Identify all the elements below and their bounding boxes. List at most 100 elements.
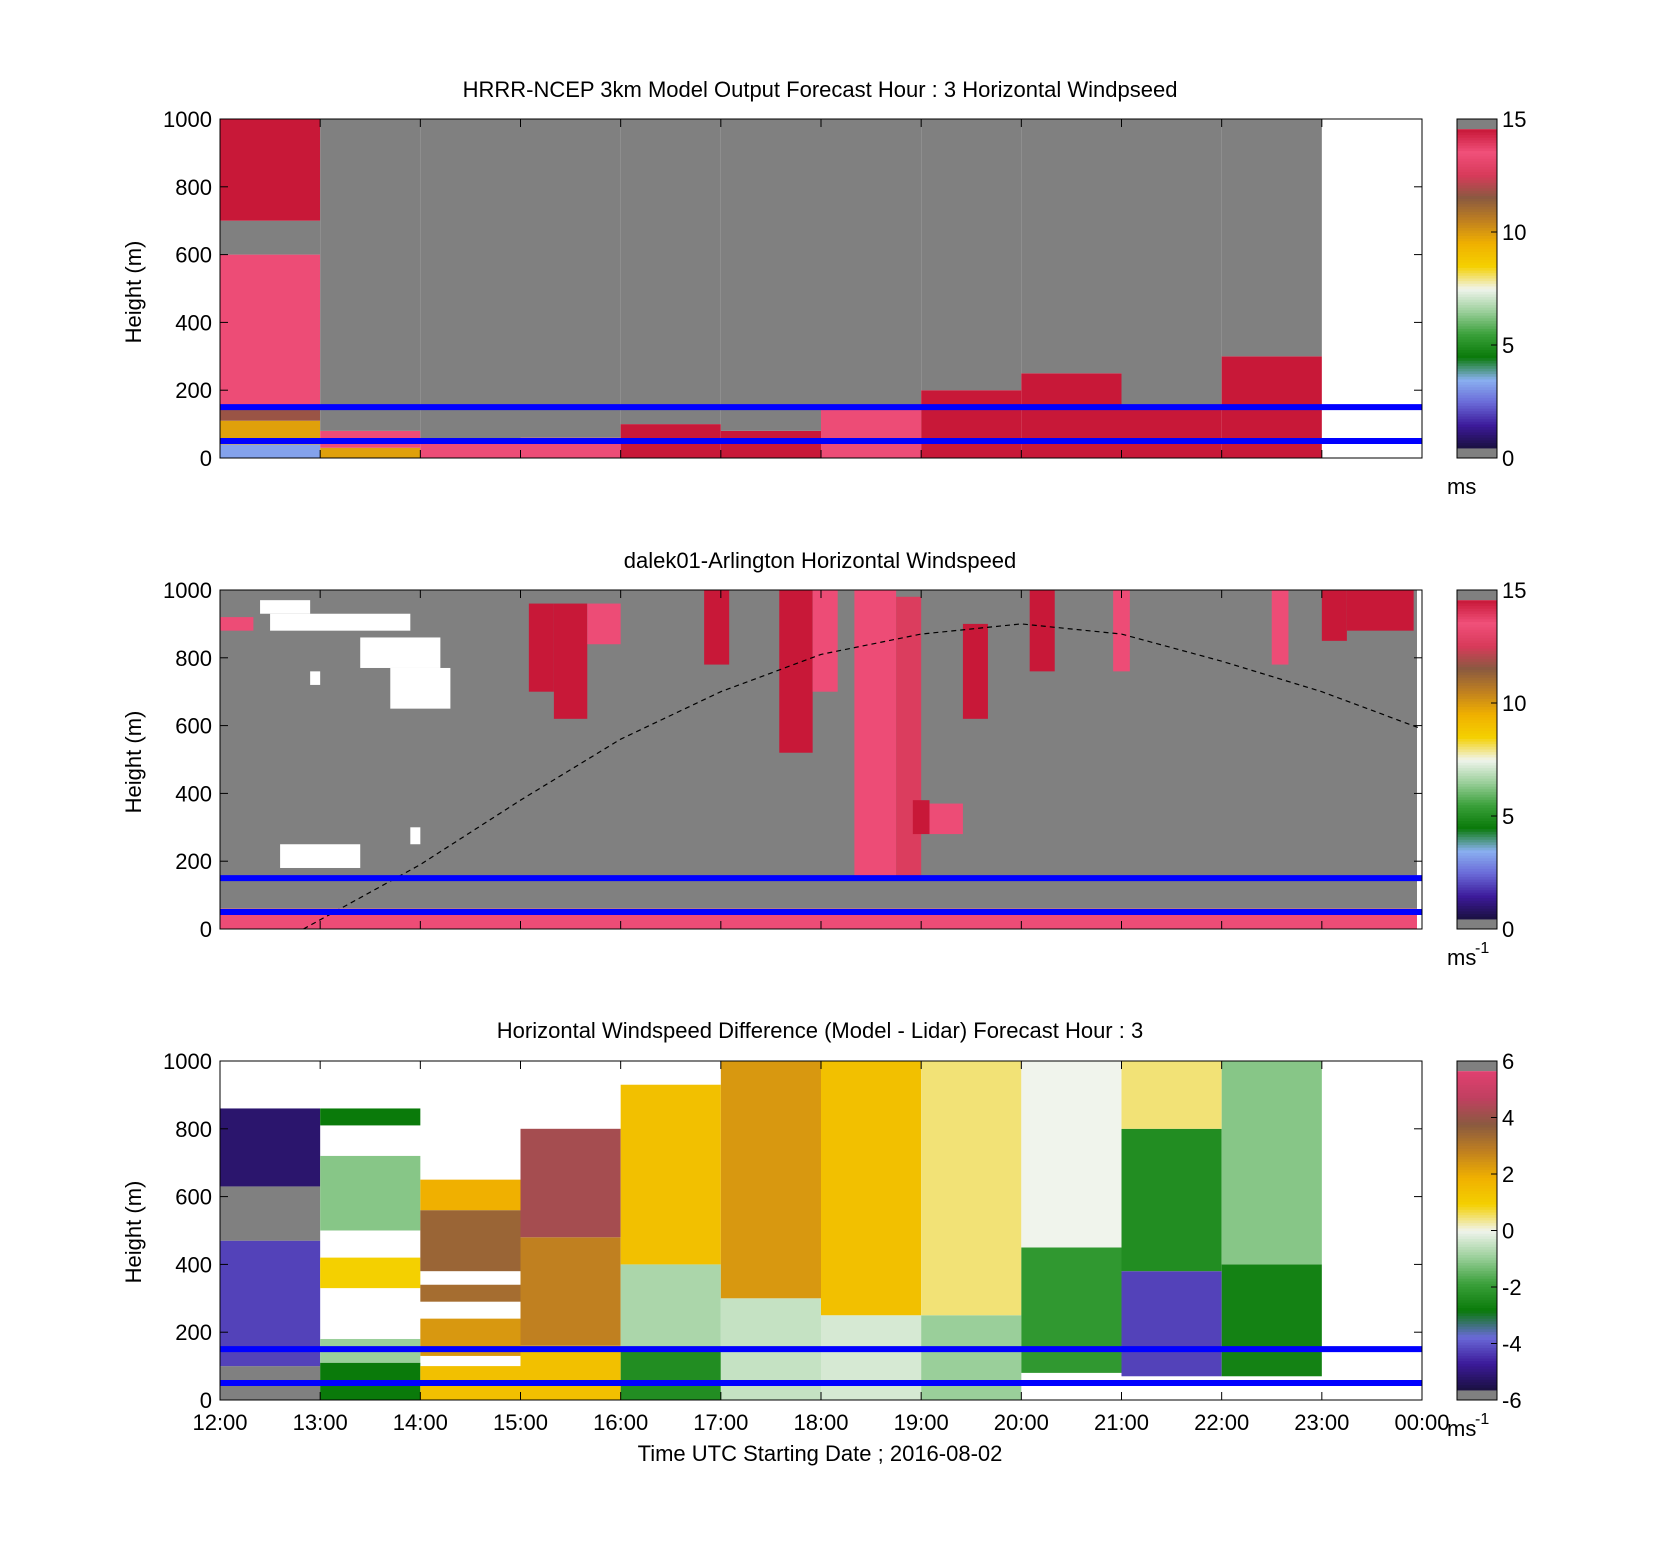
colorbar-swatch (1457, 833, 1497, 838)
colorbar-swatch (1457, 248, 1497, 252)
data-cell (1021, 1247, 1122, 1373)
dashed-curve (303, 623, 1423, 930)
colorbar-swatch (1457, 762, 1497, 766)
data-cell (720, 119, 821, 431)
colorbar-swatch (1457, 301, 1497, 306)
colorbar-swatch (1457, 632, 1497, 636)
data-cell (420, 1179, 521, 1211)
colorbar-swatch (1457, 748, 1497, 753)
colorbar-swatch (1457, 1318, 1497, 1322)
colorbar-swatch (1457, 1288, 1497, 1293)
colorbar-swatch (1457, 717, 1497, 721)
colorbar-swatch (1457, 1198, 1497, 1202)
colorbar-swatch (1457, 1233, 1497, 1237)
colorbar-swatch (1457, 1365, 1497, 1370)
colorbar-swatch (1457, 195, 1497, 199)
colorbar-cap-high (1457, 590, 1497, 601)
colorbar-swatch (1457, 666, 1497, 670)
colorbar-swatch (1457, 616, 1497, 620)
colorbar-swatch (1457, 1081, 1497, 1086)
colorbar-swatch (1457, 1209, 1497, 1213)
colorbar-swatch (1457, 1249, 1497, 1253)
colorbar-swatch (1457, 423, 1497, 428)
colorbar-swatch (1457, 1334, 1497, 1338)
colorbar-swatch (1457, 264, 1497, 268)
colorbar-swatch (1457, 1150, 1497, 1155)
y-tick-label: 600 (175, 714, 212, 739)
colorbar-swatch (1457, 1265, 1497, 1269)
colorbar-swatch (1457, 1193, 1497, 1197)
colorbar-swatch (1457, 626, 1497, 630)
colorbar-swatch (1457, 868, 1497, 872)
colorbar-swatch (1457, 1201, 1497, 1205)
colorbar-swatch (1457, 299, 1497, 303)
colorbar-swatch (1457, 871, 1497, 875)
no-data-gap (270, 613, 411, 631)
colorbar-swatch (1457, 770, 1497, 774)
colorbar-swatch (1457, 280, 1497, 284)
colorbar-swatch (1457, 650, 1497, 654)
colorbar-swatch (1457, 892, 1497, 896)
data-cell (1121, 407, 1222, 458)
colorbar-swatch (1457, 384, 1497, 388)
colorbar-swatch (1457, 1097, 1497, 1101)
colorbar-swatch (1457, 1326, 1497, 1330)
data-cell (720, 430, 821, 458)
data-cell (921, 390, 1022, 458)
colorbar-cap-low (1457, 1389, 1497, 1400)
colorbar-swatch (1457, 653, 1497, 657)
colorbar-swatch (1457, 900, 1497, 904)
colorbar-swatch (1457, 243, 1497, 247)
colorbar-swatch (1457, 1203, 1497, 1208)
colorbar-swatch (1457, 1076, 1497, 1080)
colorbar-swatch (1457, 1140, 1497, 1144)
colorbar-swatch (1457, 1307, 1497, 1311)
colorbar-swatch (1457, 259, 1497, 263)
colorbar-swatch (1457, 370, 1497, 375)
colorbar-swatch (1457, 285, 1497, 290)
colorbar-swatch (1457, 222, 1497, 226)
colorbar-swatch (1457, 881, 1497, 885)
data-cell (921, 1315, 1022, 1400)
colorbar-swatch (1457, 291, 1497, 295)
colorbar-swatch (1457, 1174, 1497, 1178)
colorbar-swatch (1457, 179, 1497, 183)
colorbar-swatch (1457, 831, 1497, 835)
colorbar-cap-high (1457, 1061, 1497, 1072)
colorbar-swatch (1457, 405, 1497, 409)
colorbar-swatch (1457, 796, 1497, 800)
colorbar-swatch (1457, 373, 1497, 377)
colorbar-swatch (1457, 847, 1497, 851)
colorbar-swatch (1457, 246, 1497, 250)
colorbar-swatch (1457, 153, 1497, 157)
y-tick-label: 0 (200, 917, 212, 942)
colorbar-swatch (1457, 1381, 1497, 1386)
colorbar-swatch (1457, 807, 1497, 811)
colorbar-swatch (1457, 608, 1497, 612)
colorbar-swatch (1457, 1312, 1497, 1317)
colorbar-swatch (1457, 1296, 1497, 1301)
colorbar-swatch (1457, 1278, 1497, 1282)
colorbar-swatch (1457, 727, 1497, 731)
x-tick-label: 14:00 (393, 1410, 448, 1435)
colorbar-swatch (1457, 1095, 1497, 1099)
colorbar-swatch (1457, 751, 1497, 755)
colorbar-swatch (1457, 1328, 1497, 1333)
data-cell (720, 1061, 821, 1299)
colorbar-swatch (1457, 1373, 1497, 1378)
data-cell (420, 441, 521, 458)
y-axis-label: Height (m) (121, 1181, 146, 1284)
colorbar-swatch (1457, 338, 1497, 343)
colorbar-swatch (1457, 352, 1497, 356)
colorbar-swatch (1457, 658, 1497, 662)
colorbar-swatch (1457, 823, 1497, 827)
colorbar-swatch (1457, 376, 1497, 380)
data-cell (1021, 119, 1122, 374)
y-tick-label: 600 (175, 243, 212, 268)
colorbar-swatch (1457, 354, 1497, 359)
colorbar-swatch (1457, 1132, 1497, 1136)
no-data-gap (360, 637, 441, 668)
data-cell (320, 1108, 421, 1126)
data-cell (528, 603, 554, 692)
colorbar-swatch (1457, 828, 1497, 832)
